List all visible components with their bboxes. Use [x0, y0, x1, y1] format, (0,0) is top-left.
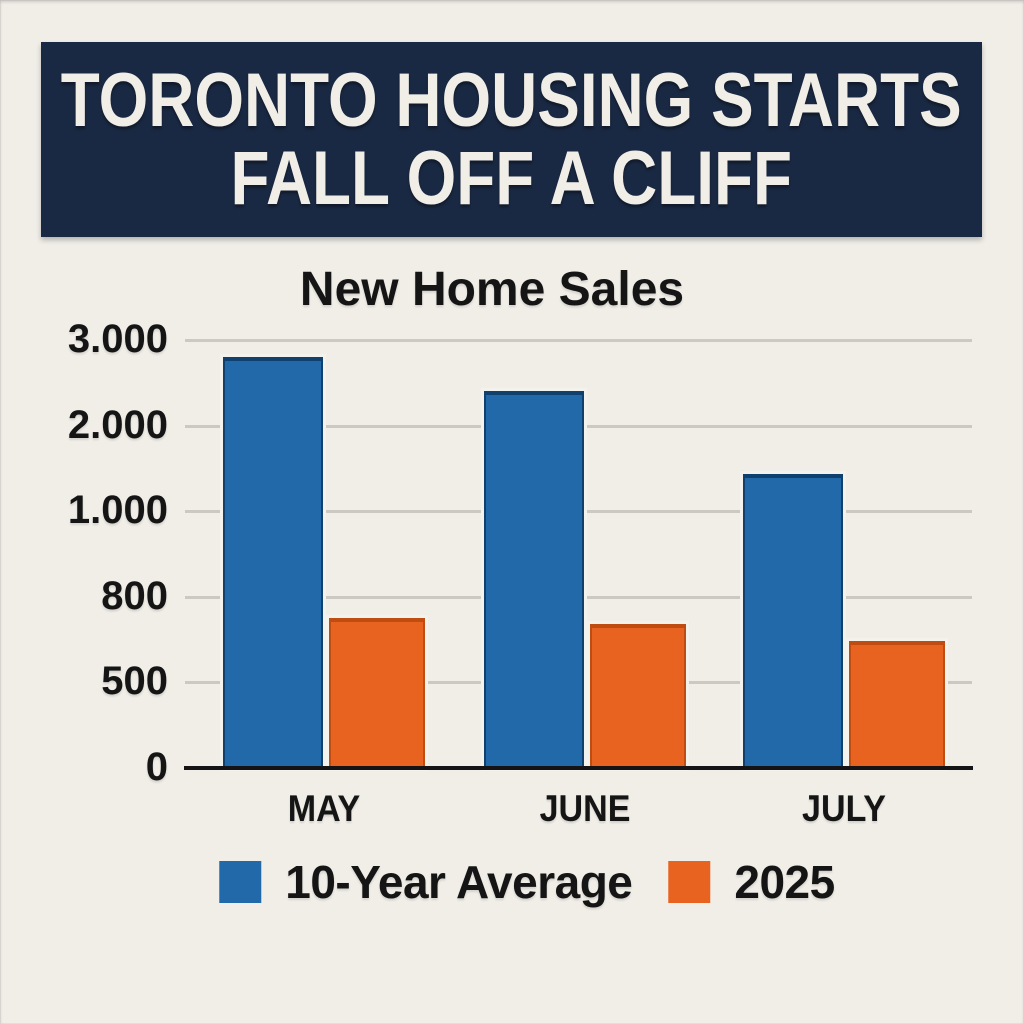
legend-swatch-blue	[219, 861, 262, 903]
bar-2025-july	[849, 641, 945, 768]
bar-10-year-average-july	[743, 474, 843, 768]
legend-item-2025: 2025	[668, 855, 835, 909]
bar-10-year-average-may	[223, 357, 323, 768]
bar-10-year-average-june	[484, 391, 584, 768]
bar-2025-may	[329, 618, 425, 768]
bar-2025-june	[590, 624, 686, 768]
headline-banner: TORONTO HOUSING STARTS FALL OFF A CLIFF	[41, 42, 982, 237]
chart-title: New Home Sales	[299, 263, 685, 316]
x-axis-line	[184, 766, 973, 770]
x-axis-label-may: MAY	[287, 788, 361, 829]
y-axis-tick-label: 2.000	[67, 403, 168, 447]
y-axis-tick-label: 500	[101, 659, 168, 703]
legend-item-10-year-average: 10-Year Average	[219, 855, 633, 909]
legend-label-2025: 2025	[734, 856, 835, 908]
x-axis-label-july: JULY	[802, 788, 886, 829]
legend-swatch-orange	[668, 861, 711, 903]
y-axis-tick-label: 1.000	[67, 488, 168, 532]
x-axis-label-june: JUNE	[539, 788, 631, 829]
y-axis-tick-label: 3.000	[67, 317, 168, 361]
y-axis-tick-label: 0	[145, 745, 168, 789]
y-axis-tick-label: 800	[101, 574, 168, 618]
headline-line-1: TORONTO HOUSING STARTS	[61, 57, 962, 143]
legend: 10-Year Average 2025	[219, 855, 835, 909]
legend-label-10-year-average: 10-Year Average	[285, 856, 633, 908]
gridline-3-000	[185, 339, 972, 342]
headline-line-2: FALL OFF A CLIFF	[230, 135, 793, 221]
